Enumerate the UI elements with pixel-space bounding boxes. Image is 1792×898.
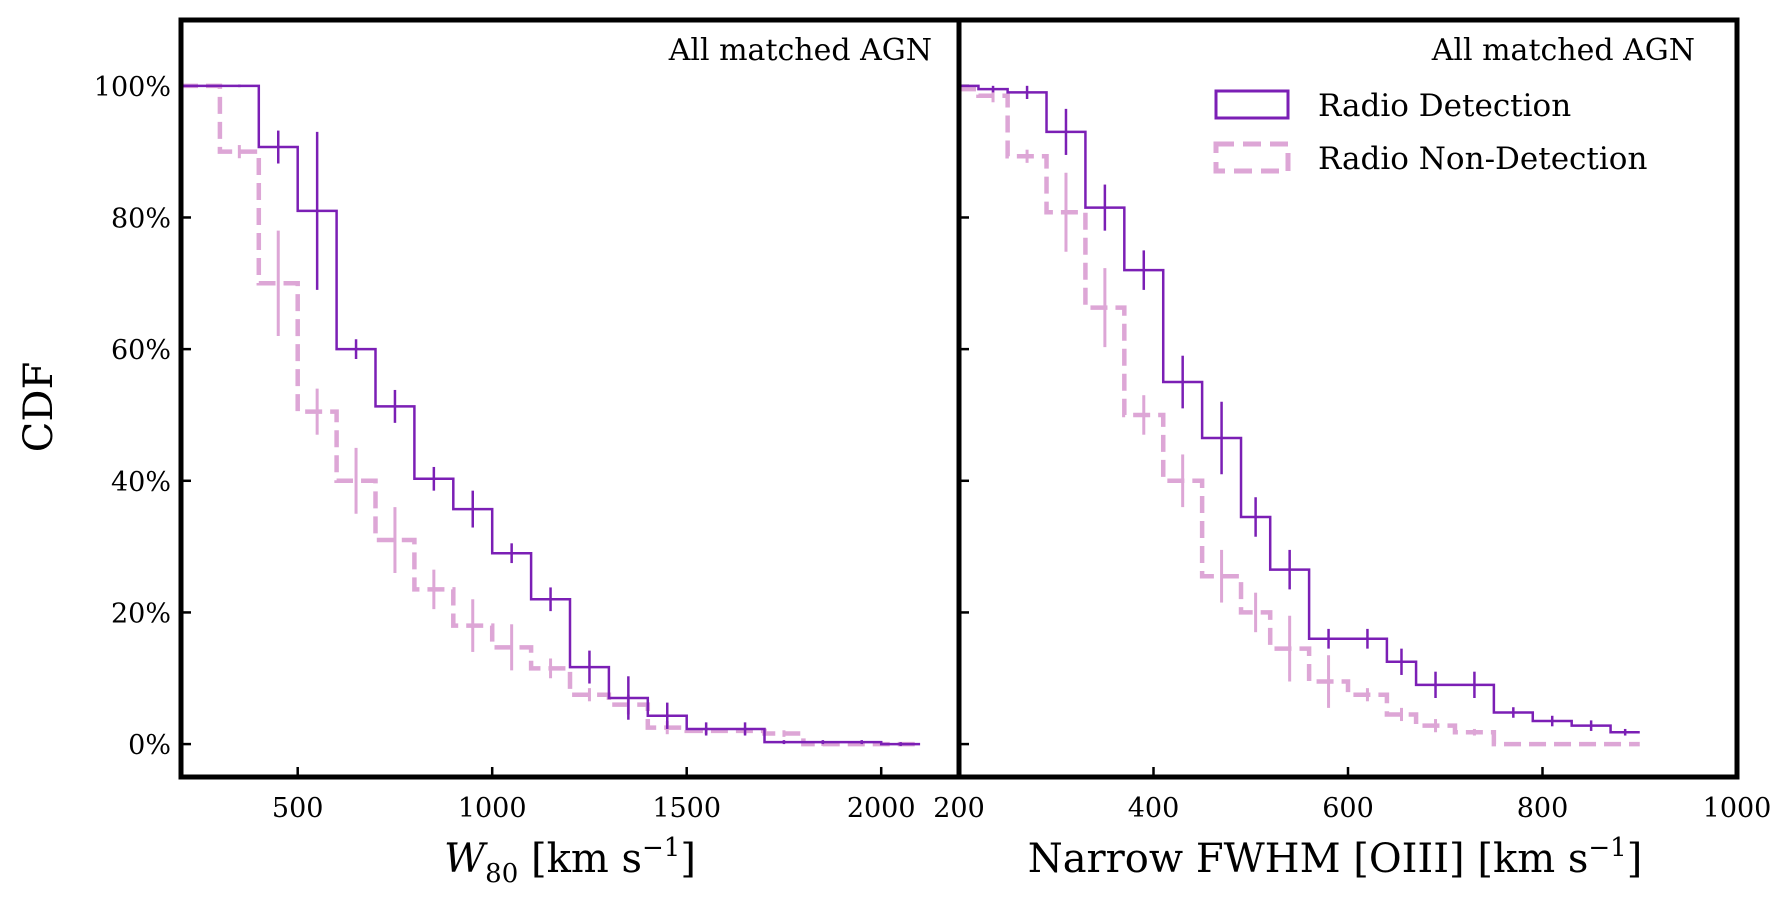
y-tick-label: 100% <box>94 72 171 103</box>
series-radio-non-detection-line <box>181 83 921 747</box>
y-tick-label: 20% <box>111 598 171 629</box>
x-tick-label: 500 <box>272 793 324 824</box>
legend-non-detection-label: Radio Non-Detection <box>1318 141 1647 177</box>
x-tick-label: 200 <box>933 793 985 824</box>
panel-fwhm-series <box>959 84 1640 747</box>
y-tick-label: 0% <box>128 730 171 761</box>
panel-w80-x-axis-label: W80 [km s−1] <box>444 833 696 889</box>
w80-subscript: 80 <box>485 859 518 889</box>
panel-w80-series <box>181 83 921 747</box>
panel-fwhm-annotation: All matched AGN <box>1431 33 1695 68</box>
legend-detection-label: Radio Detection <box>1318 88 1571 124</box>
panel-fwhm-frame <box>956 17 1740 780</box>
panel-w80: 0% 20% 40% 60% 80% 100% 500 1000 1500 2000 All m… <box>94 17 962 889</box>
w80-units-close: ] <box>680 836 696 882</box>
x-tick-label: 1500 <box>652 793 721 824</box>
panel-w80-y-tick-labels: 0% 20% 40% 60% 80% 100% <box>94 72 171 761</box>
series-radio-detection-line <box>959 84 1640 734</box>
panel-fwhm-x-axis-label: Narrow FWHM [OIII] [km s−1] <box>1028 833 1643 882</box>
x-tick-label: 600 <box>1322 793 1374 824</box>
y-axis-label: CDF <box>16 362 62 452</box>
series-radio-detection-line <box>181 84 921 746</box>
panel-w80-x-tick-labels: 500 1000 1500 2000 <box>272 793 916 824</box>
y-tick-label: 40% <box>111 467 171 498</box>
fwhm-units-close: ] <box>1627 836 1643 882</box>
fwhm-units-exponent: −1 <box>1588 833 1626 863</box>
panel-w80-annotation: All matched AGN <box>668 33 932 68</box>
panel-fwhm: 200 400 600 800 1000 All matched AGN Radio D… <box>933 17 1771 882</box>
fwhm-label-text: Narrow FWHM [OIII] [km s <box>1028 836 1589 882</box>
x-tick-label: 2000 <box>847 793 916 824</box>
panel-w80-ticks <box>181 84 883 777</box>
panel-fwhm-x-tick-labels: 200 400 600 800 1000 <box>933 793 1771 824</box>
legend: Radio Detection Radio Non-Detection <box>1213 88 1647 177</box>
x-tick-label: 800 <box>1517 793 1569 824</box>
x-tick-label: 400 <box>1128 793 1180 824</box>
x-tick-label: 1000 <box>1703 793 1772 824</box>
w80-units: [km s <box>518 836 642 882</box>
series-radio-non-detection-line <box>959 86 1640 747</box>
legend-detection-patch <box>1214 89 1290 120</box>
y-tick-label: 80% <box>111 203 171 234</box>
y-tick-label: 60% <box>111 335 171 366</box>
w80-symbol: W <box>444 836 488 882</box>
w80-units-exponent: −1 <box>642 833 680 863</box>
x-tick-label: 1000 <box>458 793 527 824</box>
legend-non-detection-patch <box>1213 141 1291 174</box>
panel-fwhm-ticks <box>957 84 1739 777</box>
